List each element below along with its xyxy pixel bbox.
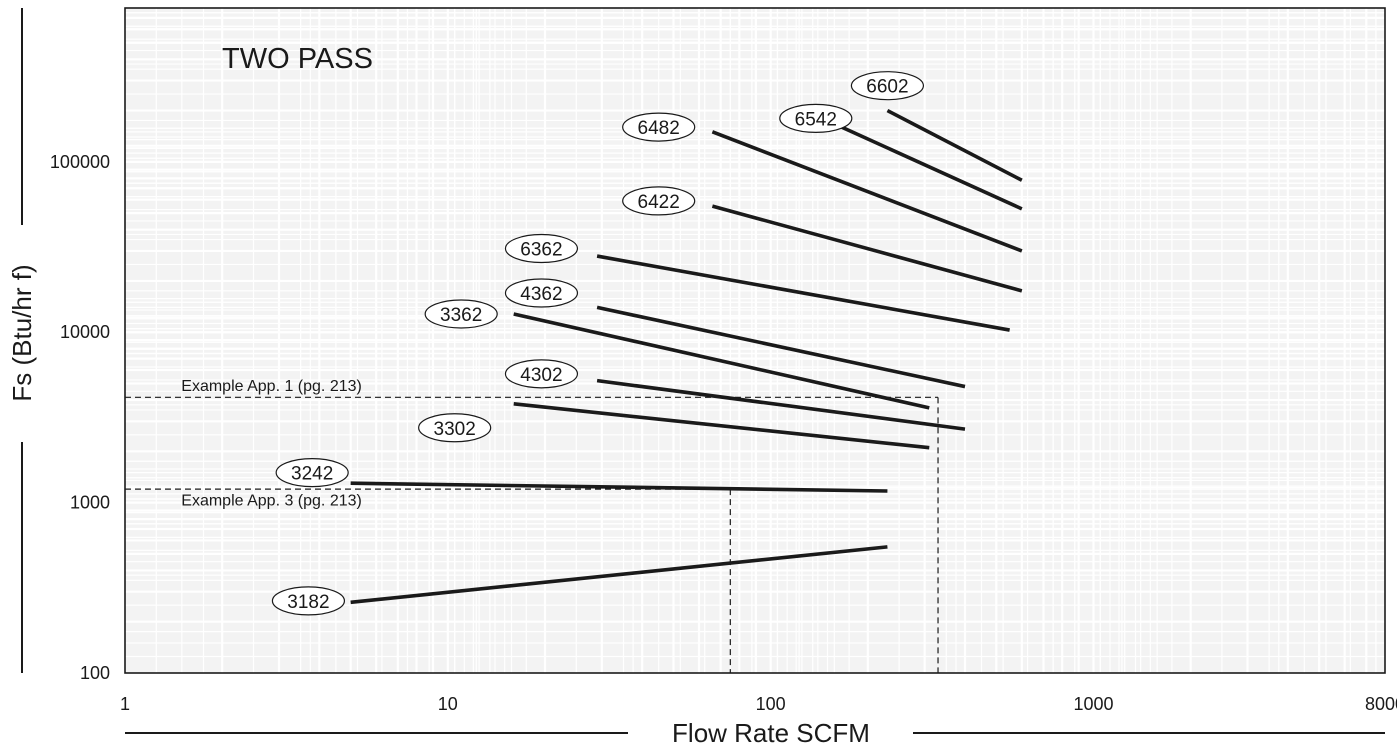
series-lines [350, 108, 1023, 605]
example-guides: Example App. 1 (pg. 213) Example App. 3 (… [125, 378, 939, 673]
series-label-6362: 6362 [520, 240, 562, 261]
series-label-3242: 3242 [291, 464, 333, 485]
series-label-4302: 4302 [520, 365, 562, 386]
x-tick-label: 100 [756, 694, 786, 714]
series-line-6542 [835, 123, 1023, 211]
chart-title: TWO PASS [222, 43, 373, 75]
plot-frame [124, 7, 1386, 674]
series-label-badge [424, 299, 498, 329]
series-label-6422: 6422 [638, 192, 680, 213]
series-label-badge [504, 278, 579, 308]
series-label-6482: 6482 [638, 118, 680, 139]
series-line-4362 [596, 305, 966, 389]
y-tick-label: 100000 [50, 152, 110, 172]
grid [125, 8, 1385, 673]
series-labels: 6602 6542 6482 6422 6362 4362 3362 4302 3302 3242… [271, 71, 925, 616]
series-label-6602: 6602 [866, 77, 908, 98]
y-tick-label: 100 [80, 663, 110, 683]
series-label-badge [850, 71, 925, 101]
x-tick-label: 8000 [1365, 694, 1397, 714]
y-tick-label: 1000 [70, 493, 110, 513]
series-label-badge [622, 112, 696, 142]
series-line-6422 [711, 204, 1023, 293]
series-line-3302 [513, 402, 930, 450]
example-label: Example App. 3 (pg. 213) [181, 493, 362, 510]
x-tick-label: 1 [120, 694, 130, 714]
example-label: Example App. 1 (pg. 213) [181, 378, 362, 395]
series-line-3242 [350, 481, 888, 493]
series-line-4302 [596, 378, 966, 431]
x-tick-label: 1000 [1073, 694, 1113, 714]
series-line-3182 [350, 545, 888, 605]
series-label-6542: 6542 [795, 109, 837, 130]
series-label-badge [275, 458, 349, 488]
y-tick-label: 10000 [60, 322, 110, 342]
series-label-badge [504, 359, 579, 389]
series-line-3362 [513, 312, 930, 410]
series-label-4362: 4362 [520, 284, 562, 305]
y-axis-title: Fs (Btu/hr f) [7, 264, 37, 401]
series-label-badge [622, 186, 696, 216]
series-label-3302: 3302 [434, 419, 476, 440]
series-label-badge [418, 413, 492, 443]
series-label-3362: 3362 [440, 305, 482, 326]
series-label-badge [779, 103, 853, 133]
series-line-6362 [596, 254, 1010, 332]
x-tick-label: 10 [438, 694, 458, 714]
series-line-6482 [711, 130, 1023, 253]
series-label-badge [271, 586, 346, 616]
series-label-3182: 3182 [287, 592, 329, 613]
series-line-6602 [886, 108, 1023, 182]
series-label-badge [504, 233, 579, 264]
x-axis-title: Flow Rate SCFM [672, 718, 870, 746]
tick-labels: 1 10 100 1000 8000 100 1000 10000 100000 [50, 152, 1397, 714]
